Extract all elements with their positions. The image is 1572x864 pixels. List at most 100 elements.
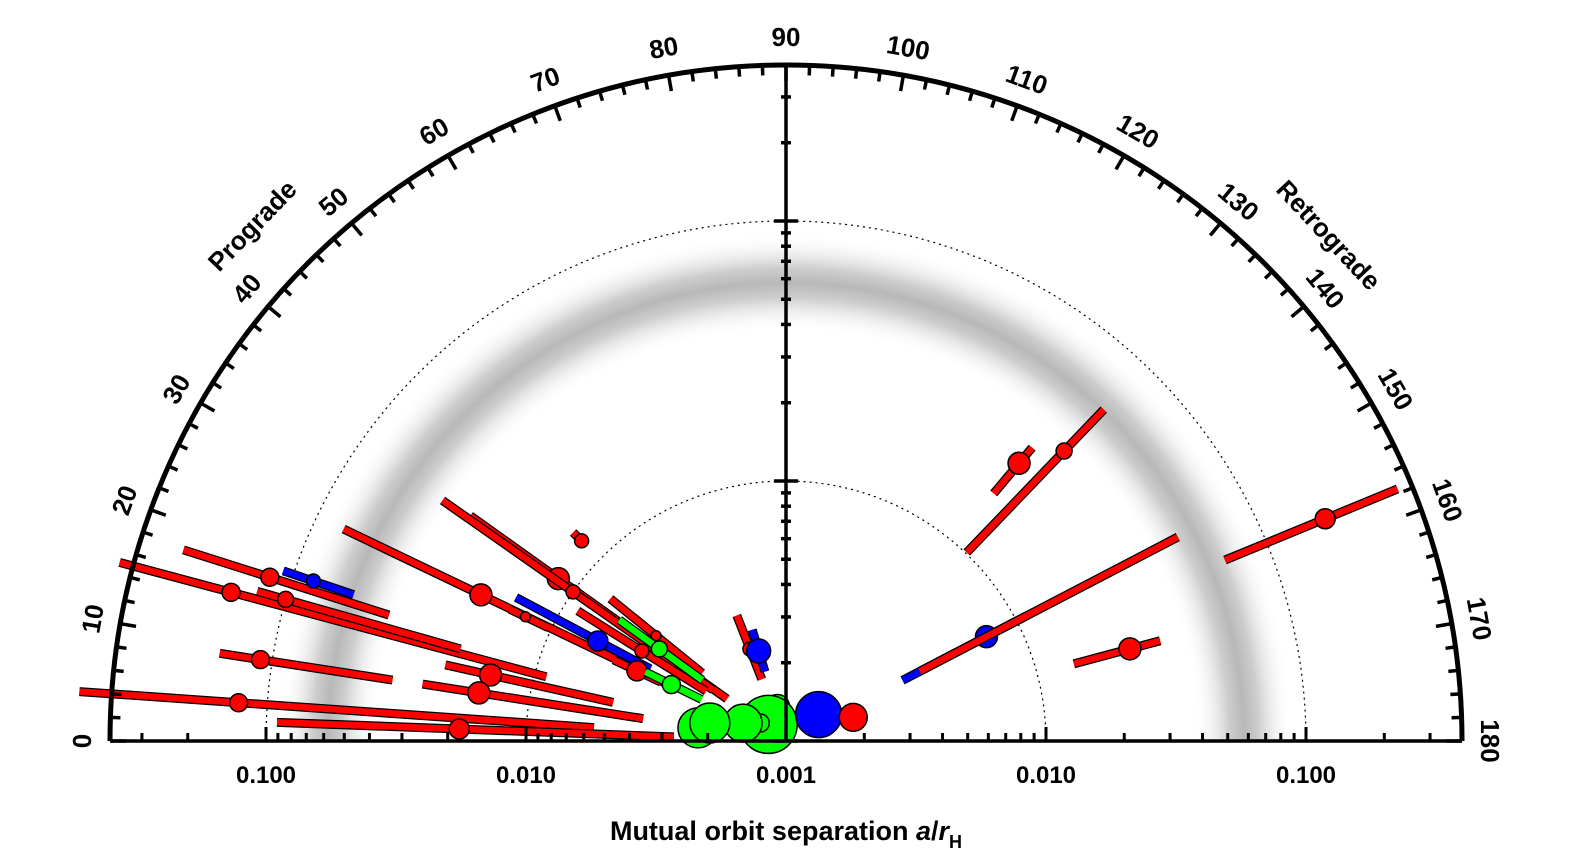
angle-tick bbox=[224, 361, 235, 371]
data-point bbox=[305, 573, 322, 589]
angle-tick bbox=[116, 645, 127, 651]
data-point bbox=[1118, 637, 1142, 661]
angle-tick bbox=[967, 90, 975, 102]
data-point bbox=[634, 643, 650, 659]
angle-tick bbox=[1373, 422, 1384, 430]
angle-tick bbox=[1176, 193, 1185, 204]
angle-tick bbox=[1076, 132, 1084, 144]
angle-tick bbox=[1349, 381, 1361, 390]
x-axis-title-r: r bbox=[939, 816, 951, 846]
data-point-group bbox=[1072, 636, 1162, 669]
data-point bbox=[478, 663, 503, 687]
angle-tick bbox=[252, 323, 263, 333]
error-bar bbox=[1072, 637, 1162, 668]
angle-label: 120 bbox=[1112, 107, 1165, 155]
angle-tick bbox=[124, 598, 135, 605]
angle-tick bbox=[1393, 464, 1405, 472]
error-bar bbox=[276, 719, 675, 741]
angle-tick bbox=[1405, 508, 1422, 517]
angle-tick bbox=[575, 97, 582, 109]
angle-tick bbox=[1309, 323, 1320, 333]
data-point-group bbox=[79, 687, 595, 733]
angle-label: 150 bbox=[1372, 363, 1420, 416]
data-point-group bbox=[281, 566, 356, 599]
angle-tick bbox=[1445, 645, 1456, 651]
angle-tick bbox=[267, 305, 282, 319]
angle-tick bbox=[488, 132, 496, 144]
radial-tick-label: 0.100 bbox=[236, 762, 296, 789]
data-point bbox=[469, 583, 493, 607]
radial-tick-label: 0.100 bbox=[1276, 762, 1336, 789]
angle-tick bbox=[298, 270, 309, 280]
data-point bbox=[565, 584, 581, 600]
data-point-group bbox=[643, 667, 704, 704]
angle-tick bbox=[282, 287, 293, 297]
angle-tick bbox=[406, 179, 416, 190]
angle-label: 170 bbox=[1461, 595, 1498, 643]
data-point-group bbox=[917, 533, 1180, 676]
angle-tick bbox=[177, 443, 189, 451]
data-point-group bbox=[118, 558, 548, 682]
angle-label: 20 bbox=[105, 481, 143, 518]
data-point-group bbox=[794, 690, 843, 739]
angle-tick bbox=[1431, 575, 1443, 582]
angle-tick bbox=[1323, 342, 1334, 351]
angle-tick bbox=[350, 222, 364, 237]
data-point bbox=[626, 660, 648, 682]
angle-tick bbox=[1356, 401, 1373, 413]
data-point bbox=[661, 674, 682, 695]
x-axis-title-main: Mutual orbit separation bbox=[610, 816, 916, 846]
data-point bbox=[587, 630, 609, 652]
angle-tick bbox=[1425, 552, 1437, 560]
data-point bbox=[1055, 442, 1073, 460]
data-point-group bbox=[421, 679, 644, 724]
angle-tick bbox=[690, 71, 696, 82]
angle-tick bbox=[509, 122, 517, 134]
angle-tick bbox=[211, 381, 223, 390]
angle-tick bbox=[1337, 361, 1348, 371]
angle-tick bbox=[1279, 287, 1290, 297]
data-point bbox=[573, 533, 590, 549]
error-bar bbox=[182, 546, 390, 619]
radial-tick-label: 0.010 bbox=[496, 762, 556, 789]
angle-tick bbox=[158, 486, 170, 494]
error-bar bbox=[444, 661, 614, 706]
angle-tick bbox=[119, 621, 137, 629]
prograde-label: Prograde bbox=[202, 174, 303, 277]
error-bar bbox=[219, 650, 393, 684]
data-point bbox=[1007, 451, 1031, 476]
data-point bbox=[794, 690, 843, 739]
angle-tick bbox=[368, 207, 378, 218]
angle-label: 10 bbox=[75, 602, 110, 636]
angle-tick bbox=[142, 530, 154, 537]
data-point bbox=[650, 640, 669, 658]
angle-label: 30 bbox=[156, 369, 196, 409]
angle-label: 160 bbox=[1426, 475, 1469, 526]
x-axis-title-slash: / bbox=[931, 816, 939, 846]
data-point-group bbox=[745, 628, 772, 673]
angle-tick bbox=[1230, 237, 1240, 248]
angle-tick bbox=[111, 692, 122, 697]
data-point-group bbox=[255, 587, 462, 654]
error-bar bbox=[118, 559, 548, 680]
error-bar bbox=[964, 407, 1107, 555]
data-point bbox=[838, 702, 868, 733]
data-point bbox=[689, 702, 731, 744]
angle-tick bbox=[1097, 143, 1105, 154]
angle-tick bbox=[446, 154, 458, 171]
angle-tick bbox=[1033, 113, 1041, 125]
angle-label: 110 bbox=[1002, 58, 1052, 101]
angle-tick bbox=[129, 575, 141, 582]
data-point-group bbox=[444, 660, 615, 707]
x-axis-title-a: a bbox=[916, 816, 931, 846]
data-point bbox=[221, 582, 241, 603]
angle-label: 80 bbox=[647, 30, 681, 65]
data-point-group bbox=[990, 444, 1036, 497]
angle-tick bbox=[1263, 270, 1274, 280]
angle-tick bbox=[945, 84, 952, 96]
data-point bbox=[519, 610, 532, 623]
radial-tick-label: 0.010 bbox=[1016, 762, 1076, 789]
angle-tick bbox=[1010, 105, 1019, 122]
angle-tick bbox=[620, 84, 627, 96]
data-point-group bbox=[838, 702, 868, 733]
